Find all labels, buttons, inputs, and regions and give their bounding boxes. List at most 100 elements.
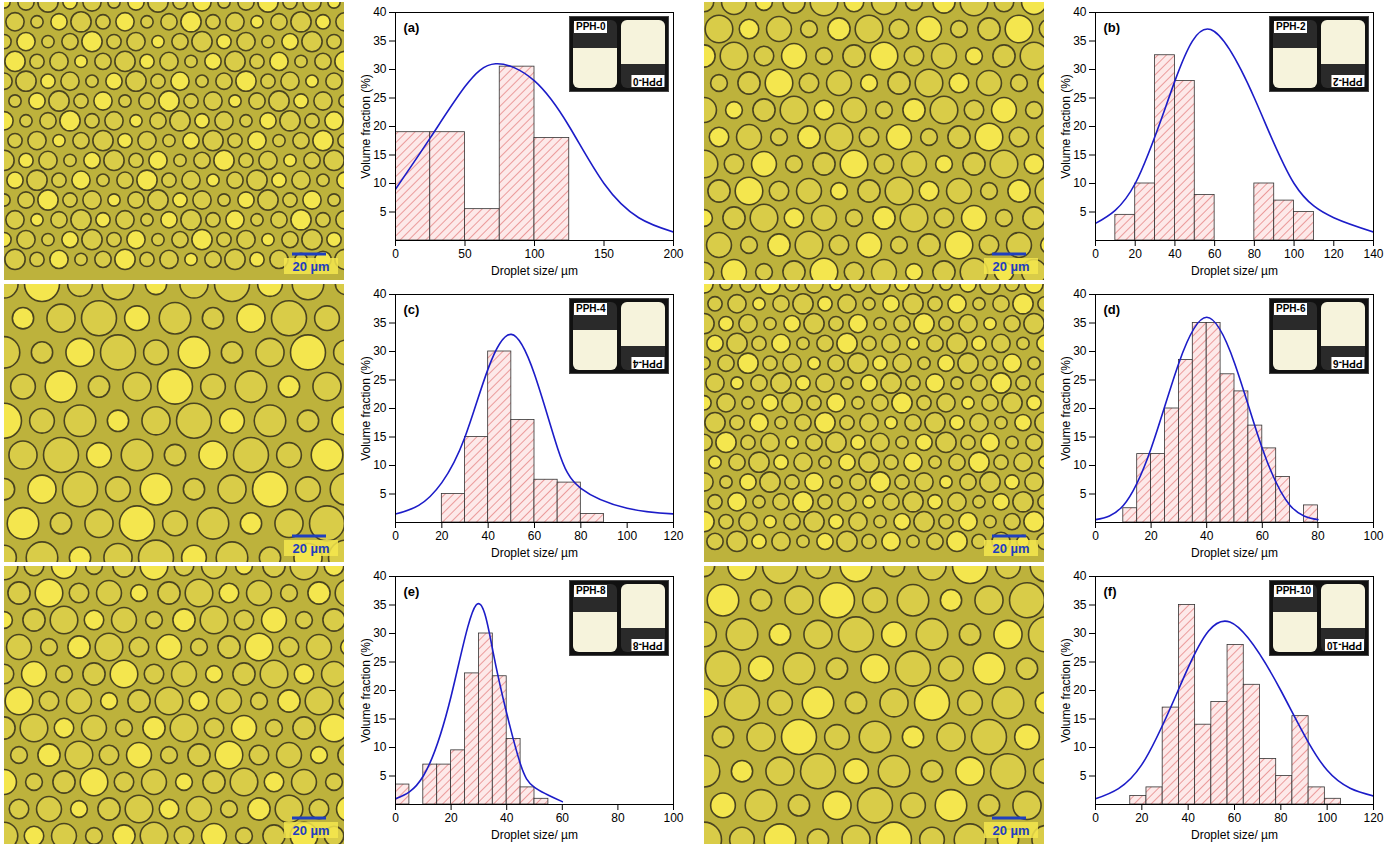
svg-text:40: 40: [1073, 5, 1087, 19]
svg-text:(d): (d): [1104, 302, 1121, 317]
svg-text:Volume fraction (%): Volume fraction (%): [359, 356, 373, 461]
svg-text:(c): (c): [404, 302, 420, 317]
svg-text:5: 5: [380, 487, 387, 501]
svg-text:120: 120: [663, 529, 683, 543]
svg-text:20: 20: [1129, 247, 1143, 261]
svg-text:120: 120: [1324, 247, 1344, 261]
svg-text:Droplet size/ µm: Droplet size/ µm: [1191, 264, 1278, 278]
svg-text:0: 0: [1092, 529, 1099, 543]
svg-text:20: 20: [1144, 529, 1158, 543]
svg-text:200: 200: [663, 247, 683, 261]
svg-text:40: 40: [373, 569, 387, 583]
svg-text:20: 20: [373, 401, 387, 415]
svg-text:20: 20: [444, 811, 458, 825]
svg-text:15: 15: [1073, 712, 1087, 726]
svg-text:100: 100: [663, 811, 683, 825]
svg-text:150: 150: [594, 247, 614, 261]
svg-text:5: 5: [1080, 769, 1087, 783]
svg-text:20: 20: [373, 119, 387, 133]
svg-text:0: 0: [392, 529, 399, 543]
svg-text:25: 25: [1073, 655, 1087, 669]
svg-text:35: 35: [1073, 598, 1087, 612]
svg-text:100: 100: [1363, 529, 1383, 543]
svg-text:25: 25: [1073, 91, 1087, 105]
svg-text:10: 10: [373, 176, 387, 190]
svg-text:(e): (e): [404, 584, 420, 599]
svg-text:5: 5: [380, 769, 387, 783]
svg-text:Volume fraction (%): Volume fraction (%): [359, 74, 373, 179]
svg-text:Volume fraction (%): Volume fraction (%): [359, 638, 373, 743]
svg-text:20 µm: 20 µm: [292, 823, 329, 838]
svg-text:Volume fraction (%): Volume fraction (%): [1059, 74, 1073, 179]
svg-text:(b): (b): [1104, 20, 1121, 35]
svg-text:10: 10: [1073, 176, 1087, 190]
svg-text:25: 25: [373, 91, 387, 105]
svg-text:25: 25: [373, 373, 387, 387]
svg-text:Droplet size/ µm: Droplet size/ µm: [1191, 828, 1278, 842]
svg-text:40: 40: [500, 811, 514, 825]
svg-text:20: 20: [1073, 119, 1087, 133]
svg-text:15: 15: [1073, 148, 1087, 162]
svg-text:0: 0: [1092, 811, 1099, 825]
svg-text:50: 50: [458, 247, 472, 261]
svg-text:30: 30: [1073, 62, 1087, 76]
svg-text:15: 15: [1073, 430, 1087, 444]
svg-text:35: 35: [1073, 34, 1087, 48]
svg-text:20: 20: [373, 683, 387, 697]
svg-text:0: 0: [1092, 247, 1099, 261]
svg-text:80: 80: [574, 529, 588, 543]
svg-text:Droplet size/ µm: Droplet size/ µm: [1191, 546, 1278, 560]
svg-text:0: 0: [392, 811, 399, 825]
svg-text:100: 100: [1317, 811, 1337, 825]
svg-text:40: 40: [373, 287, 387, 301]
svg-text:40: 40: [1073, 287, 1087, 301]
svg-text:10: 10: [373, 740, 387, 754]
svg-text:20: 20: [435, 529, 449, 543]
svg-text:140: 140: [1363, 247, 1383, 261]
svg-text:30: 30: [1073, 344, 1087, 358]
svg-text:40: 40: [373, 5, 387, 19]
svg-text:60: 60: [1228, 811, 1242, 825]
svg-text:80: 80: [1311, 529, 1325, 543]
svg-text:Droplet size/ µm: Droplet size/ µm: [491, 828, 578, 842]
svg-text:25: 25: [1073, 373, 1087, 387]
svg-text:60: 60: [1256, 529, 1270, 543]
svg-text:60: 60: [556, 811, 570, 825]
svg-text:(a): (a): [404, 20, 420, 35]
svg-text:30: 30: [373, 62, 387, 76]
svg-text:10: 10: [1073, 740, 1087, 754]
svg-text:40: 40: [1200, 529, 1214, 543]
svg-text:80: 80: [611, 811, 625, 825]
svg-text:35: 35: [373, 598, 387, 612]
svg-text:100: 100: [1284, 247, 1304, 261]
svg-text:100: 100: [617, 529, 637, 543]
svg-text:25: 25: [373, 655, 387, 669]
svg-text:(f): (f): [1104, 584, 1117, 599]
svg-text:0: 0: [392, 247, 399, 261]
svg-text:80: 80: [1248, 247, 1262, 261]
svg-text:10: 10: [373, 458, 387, 472]
svg-text:15: 15: [373, 430, 387, 444]
svg-text:20 µm: 20 µm: [292, 541, 329, 556]
svg-text:5: 5: [1080, 487, 1087, 501]
svg-text:Droplet size/ µm: Droplet size/ µm: [491, 546, 578, 560]
svg-text:15: 15: [373, 148, 387, 162]
svg-text:35: 35: [1073, 316, 1087, 330]
svg-text:Droplet size/ µm: Droplet size/ µm: [491, 264, 578, 278]
svg-text:35: 35: [373, 316, 387, 330]
svg-text:20 µm: 20 µm: [992, 823, 1029, 838]
svg-text:40: 40: [1181, 811, 1195, 825]
svg-text:Volume fraction (%): Volume fraction (%): [1059, 356, 1073, 461]
svg-text:20 µm: 20 µm: [992, 541, 1029, 556]
svg-text:120: 120: [1363, 811, 1383, 825]
svg-text:60: 60: [1208, 247, 1222, 261]
svg-text:35: 35: [373, 34, 387, 48]
svg-text:40: 40: [1073, 569, 1087, 583]
svg-text:30: 30: [1073, 626, 1087, 640]
svg-text:Volume fraction (%): Volume fraction (%): [1059, 638, 1073, 743]
svg-text:40: 40: [481, 529, 495, 543]
svg-text:20: 20: [1073, 401, 1087, 415]
svg-text:30: 30: [373, 626, 387, 640]
svg-text:5: 5: [380, 205, 387, 219]
svg-text:20: 20: [1073, 683, 1087, 697]
